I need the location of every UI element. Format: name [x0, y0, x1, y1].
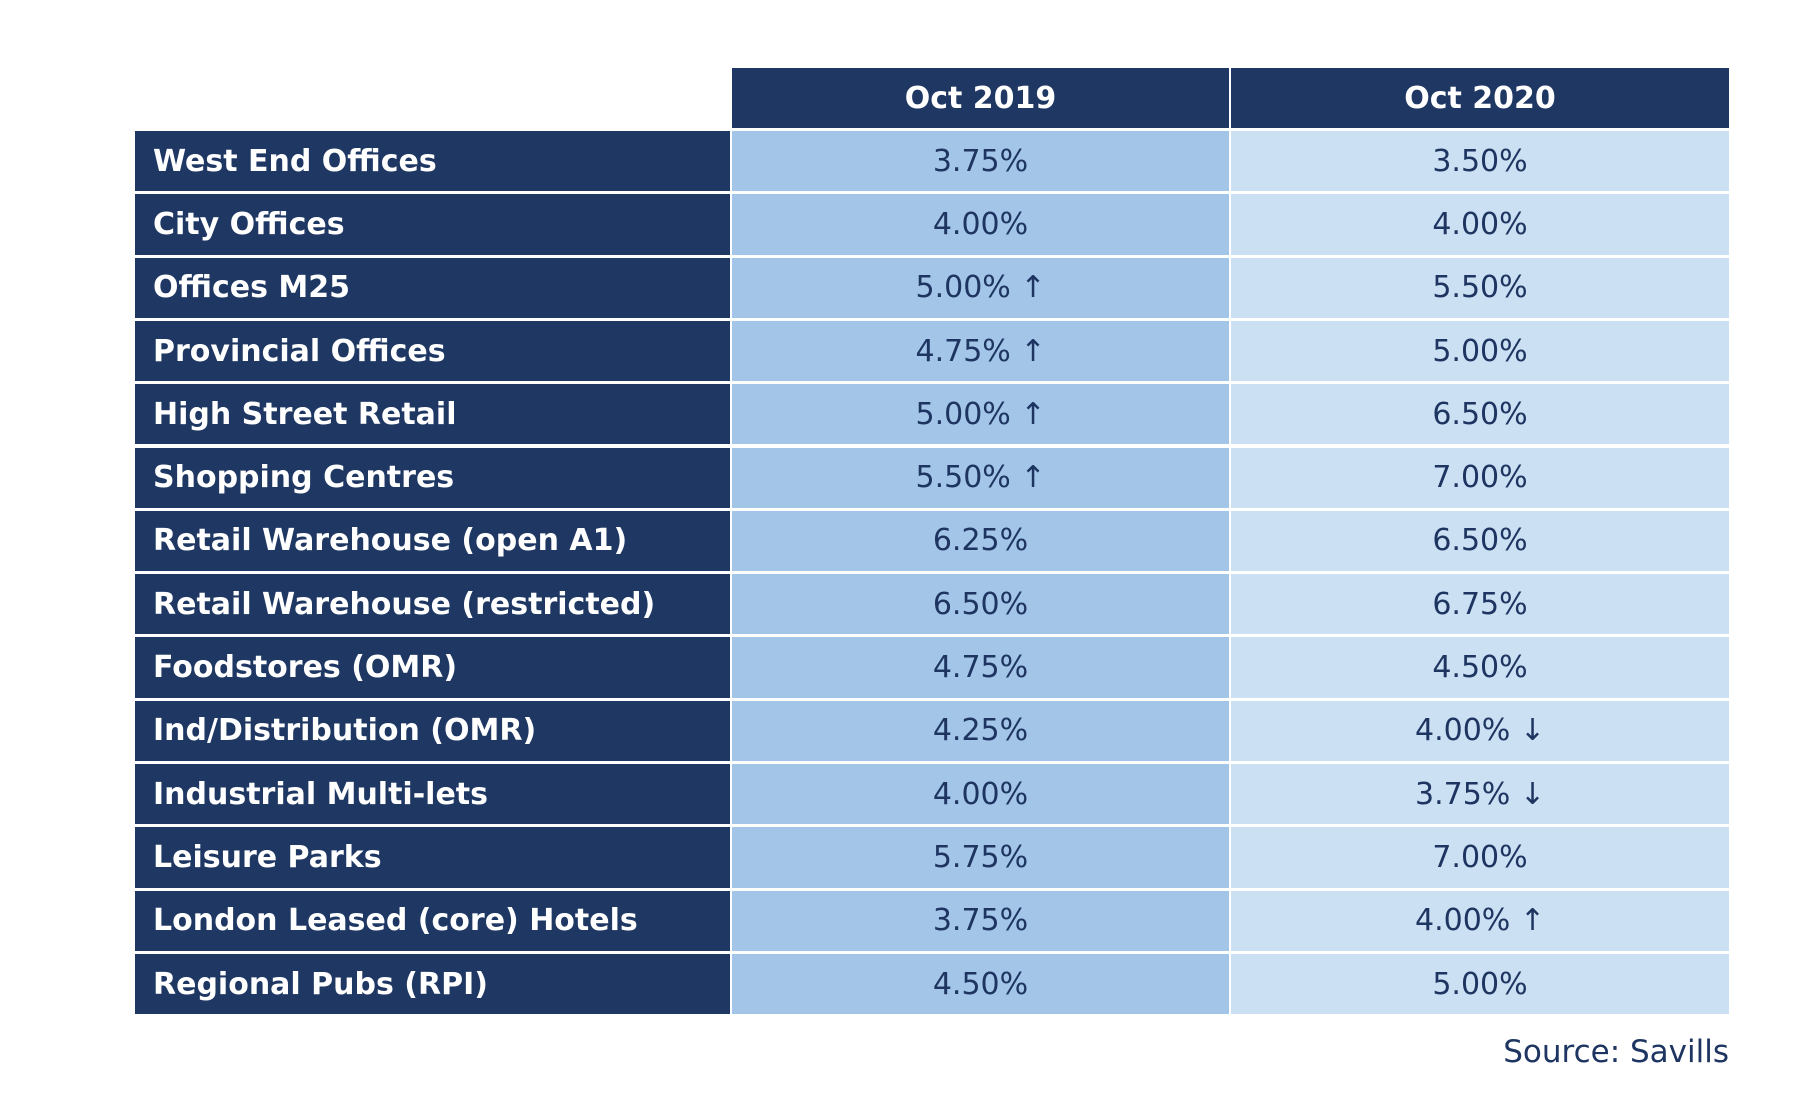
value-cell: 6.25%: [732, 510, 1229, 572]
row-label: High Street Retail: [135, 384, 730, 445]
value-cell: 5.75%: [732, 827, 1229, 888]
row-label: Provincial Offices: [135, 320, 730, 382]
value-cell: 7.00%: [1231, 827, 1729, 888]
value-cell: 5.00% ↑: [732, 257, 1229, 318]
value-cell: 4.00%: [732, 764, 1229, 825]
value-cell: 3.75% ↓: [1231, 764, 1729, 825]
row-label: Foodstores (OMR): [135, 637, 730, 698]
value-cell: 6.50%: [1231, 510, 1729, 572]
value-cell: 5.50%: [1231, 257, 1729, 318]
value-cell: 4.00% ↑: [1231, 890, 1729, 951]
value-cell: 5.00%: [1231, 320, 1729, 382]
row-label: Industrial Multi-lets: [135, 764, 730, 825]
row-label: Offices M25: [135, 257, 730, 318]
row-label: Regional Pubs (RPI): [135, 953, 730, 1015]
value-cell: 4.00% ↓: [1231, 700, 1729, 761]
row-label: Leisure Parks: [135, 827, 730, 888]
value-cell: 5.00%: [1231, 953, 1729, 1015]
value-cell: 5.00% ↑: [732, 384, 1229, 445]
row-label: Shopping Centres: [135, 447, 730, 508]
value-cell: 4.00%: [732, 194, 1229, 255]
value-cell: 4.50%: [732, 953, 1229, 1015]
value-cell: 6.75%: [1231, 574, 1729, 635]
column-header: Oct 2020: [1231, 68, 1729, 128]
value-cell: 4.50%: [1231, 637, 1729, 698]
value-cell: 3.75%: [732, 890, 1229, 951]
row-label: Ind/Distribution (OMR): [135, 700, 730, 761]
value-cell: 4.00%: [1231, 194, 1729, 255]
row-label: Retail Warehouse (restricted): [135, 574, 730, 635]
row-label: London Leased (core) Hotels: [135, 890, 730, 951]
value-cell: 6.50%: [732, 574, 1229, 635]
column-header: Oct 2019: [732, 68, 1229, 128]
value-cell: 3.50%: [1231, 131, 1729, 192]
value-cell: 3.75%: [732, 131, 1229, 192]
value-cell: 4.25%: [732, 700, 1229, 761]
row-label: West End Offices: [135, 131, 730, 192]
value-cell: 4.75% ↑: [732, 320, 1229, 382]
value-cell: 4.75%: [732, 637, 1229, 698]
row-label: Retail Warehouse (open A1): [135, 510, 730, 572]
value-cell: 6.50%: [1231, 384, 1729, 445]
row-label: City Offices: [135, 194, 730, 255]
value-cell: 5.50% ↑: [732, 447, 1229, 508]
source-note: Source: Savills: [1503, 1034, 1729, 1070]
value-cell: 7.00%: [1231, 447, 1729, 508]
